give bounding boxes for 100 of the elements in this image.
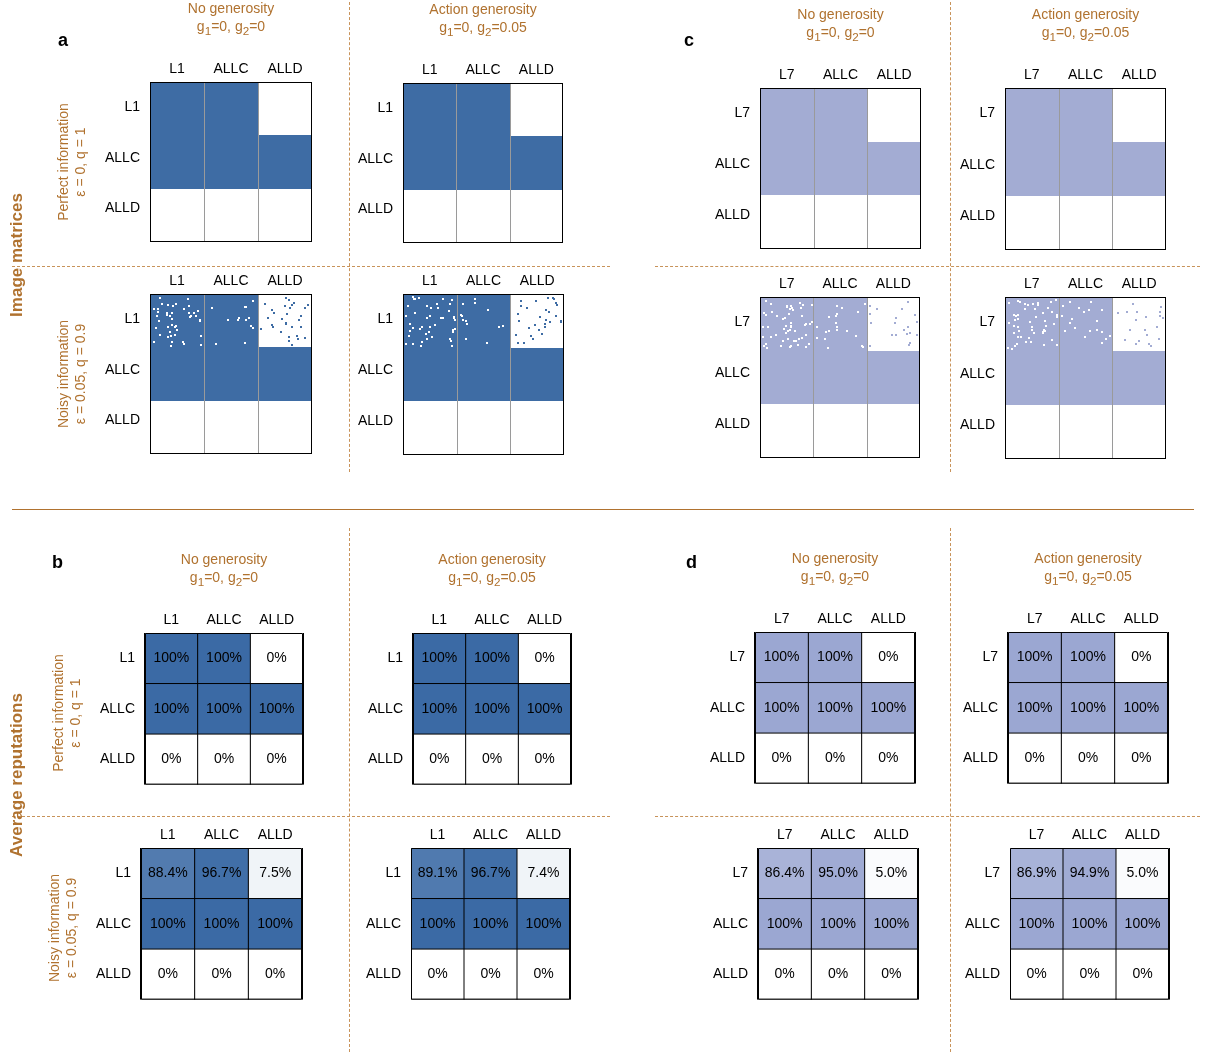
y-tick-label: L7 xyxy=(732,864,749,881)
category-label: ALLC xyxy=(1067,66,1104,83)
data-label: 0% xyxy=(1131,648,1152,665)
data-label: 0% xyxy=(1131,749,1152,766)
category-label: ALLD xyxy=(519,272,555,289)
data-label: 0% xyxy=(534,750,555,767)
data-label: 86.9% xyxy=(1016,864,1057,881)
y-tick-label: ALLC xyxy=(962,698,998,715)
x-tick-label: ALLC xyxy=(820,826,856,843)
data-label: 0% xyxy=(771,749,792,766)
data-label: 0% xyxy=(878,749,899,766)
chart-title: Action generosity xyxy=(1034,549,1142,568)
data-label: 100% xyxy=(1070,648,1106,665)
category-label: L7 xyxy=(778,275,795,292)
text: g$_{1}$=0, g$_{2}$=0 xyxy=(806,23,875,45)
category-label: ALLD xyxy=(267,60,303,77)
data-label: 0% xyxy=(881,965,902,982)
x-tick-label: ALLD xyxy=(873,826,909,843)
category-label: ALLD xyxy=(875,275,911,292)
category-label: ALLD xyxy=(267,272,303,289)
category-label: ALLD xyxy=(876,66,912,83)
x-tick-label: ALLC xyxy=(472,826,509,843)
text: c xyxy=(684,30,695,51)
data-label: 94.9% xyxy=(1069,864,1110,881)
x-tick-label: L7 xyxy=(776,826,793,843)
y-tick-label: L1 xyxy=(387,649,404,666)
y-tick-label: L7 xyxy=(729,648,746,665)
chart-subtitle: g$_{1}$=0, g$_{2}$=0.05 xyxy=(1044,567,1132,589)
data-label: 0% xyxy=(481,750,503,767)
x-tick-label: ALLD xyxy=(1124,826,1161,843)
x-tick-label: ALLD xyxy=(525,826,562,843)
text: Perfect information ε = 0, q = 1 xyxy=(54,102,89,223)
data-label: 0% xyxy=(429,750,450,767)
category-label: L1 xyxy=(421,61,438,78)
data-label: 100% xyxy=(1070,698,1106,715)
category-label: L1 xyxy=(169,60,185,77)
y-tick-label: ALLC xyxy=(709,698,745,715)
data-label: 7.4% xyxy=(527,864,560,881)
data-label: 0% xyxy=(534,649,555,666)
y-tick-label: L1 xyxy=(385,864,402,881)
data-label: 100% xyxy=(1016,698,1053,715)
chart-subtitle: g$_{1}$=0, g$_{2}$=0 xyxy=(800,567,870,589)
chart-title: Action generosity xyxy=(438,550,546,569)
y-tick-label: L7 xyxy=(984,864,1001,881)
data-label: 100% xyxy=(820,914,856,931)
category-label: L7 xyxy=(1024,275,1040,292)
data-label: 0% xyxy=(533,965,554,982)
data-label: 100% xyxy=(149,914,186,931)
x-tick-label: L1 xyxy=(160,826,176,843)
data-label: 100% xyxy=(206,699,242,716)
x-tick-label: ALLD xyxy=(527,611,563,628)
data-label: 100% xyxy=(153,649,190,666)
y-axis-title: Perfect information ε = 0, q = 1 xyxy=(49,653,84,774)
data-label: 0% xyxy=(1024,749,1045,766)
data-label: 0% xyxy=(774,965,795,982)
category-label: ALLD xyxy=(518,61,554,78)
x-tick-label: L1 xyxy=(429,826,446,843)
data-label: 89.1% xyxy=(417,864,458,881)
chart-subtitle: g$_{1}$=0, g$_{2}$=0 xyxy=(189,568,259,590)
data-label: 0% xyxy=(265,965,286,982)
y-tick-label: ALLD xyxy=(709,749,745,766)
text: g$_{1}$=0, g$_{2}$=0.05 xyxy=(1041,23,1130,45)
chart-title: No generosity xyxy=(180,550,268,569)
y-tick-label: ALLD xyxy=(365,965,401,982)
text: No generosity xyxy=(797,5,884,24)
data-label: 7.5% xyxy=(259,864,292,881)
x-tick-label: ALLD xyxy=(1123,610,1159,627)
data-label: 100% xyxy=(257,914,294,931)
data-label: 100% xyxy=(421,649,458,666)
y-tick-label: ALLD xyxy=(964,965,1000,982)
data-label: 86.4% xyxy=(764,864,805,881)
text: Image matrices xyxy=(6,192,27,319)
category-label: L1 xyxy=(422,272,438,289)
text: d xyxy=(686,552,697,573)
data-label: 0% xyxy=(266,649,287,666)
x-tick-label: ALLD xyxy=(257,826,293,843)
x-tick-label: L7 xyxy=(773,610,790,627)
category-label: ALLC xyxy=(465,61,501,78)
x-tick-label: ALLC xyxy=(206,611,242,628)
category-label: ALLD xyxy=(1121,66,1157,83)
data-label: 5.0% xyxy=(875,864,908,881)
data-label: 0% xyxy=(213,750,235,767)
y-tick-label: L1 xyxy=(119,649,136,666)
y-tick-label: ALLD xyxy=(712,965,748,982)
data-label: 0% xyxy=(211,965,232,982)
data-label: 100% xyxy=(472,914,509,931)
y-tick-label: ALLD xyxy=(95,965,131,982)
y-tick-label: ALLC xyxy=(712,914,748,931)
y-tick-label: L7 xyxy=(982,648,999,665)
data-label: 100% xyxy=(421,699,458,716)
data-label: 100% xyxy=(525,914,562,931)
y-axis-title: Noisy information ε = 0.05, q = 0.9 xyxy=(45,872,80,985)
data-label: 100% xyxy=(474,649,510,666)
text: No generosity xyxy=(187,0,275,18)
x-tick-label: ALLC xyxy=(203,826,240,843)
category-label: ALLD xyxy=(1121,275,1157,292)
text: b xyxy=(52,552,63,573)
data-label: 0% xyxy=(1026,965,1047,982)
chart-title: No generosity xyxy=(791,549,879,568)
data-label: 100% xyxy=(206,649,242,666)
